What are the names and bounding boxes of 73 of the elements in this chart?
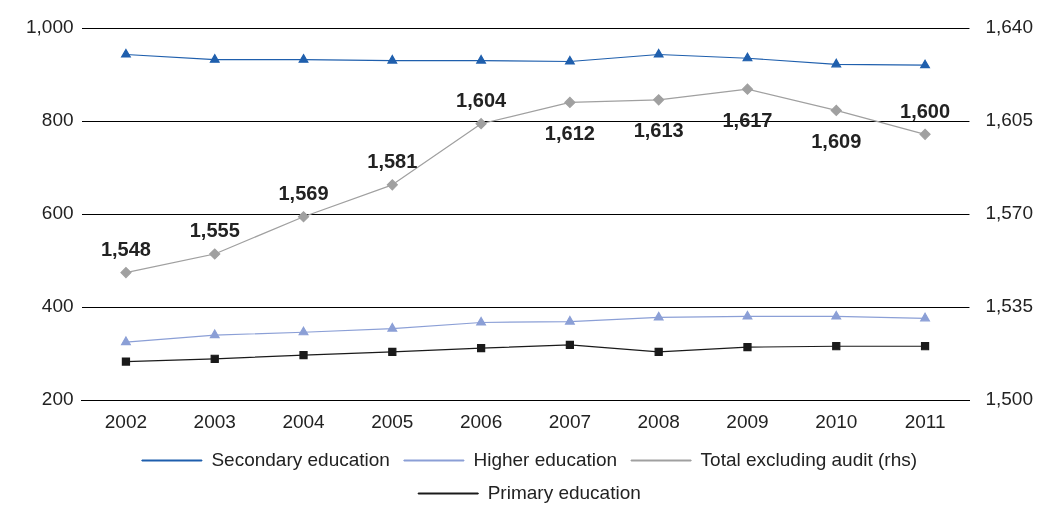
point (209, 248, 221, 260)
point (742, 310, 753, 320)
point (298, 54, 309, 63)
point (920, 342, 930, 351)
point (831, 310, 842, 320)
y2-tick-label: 1,605 (985, 109, 1033, 131)
point (476, 54, 487, 64)
y-tick-label: 800 (41, 109, 74, 131)
point (653, 94, 665, 106)
point (564, 55, 575, 65)
x-tick-label: 2011 (904, 410, 946, 432)
x-tick-label: 2002 (104, 410, 148, 432)
data-label: 1,569 (278, 182, 329, 205)
point (386, 179, 398, 191)
point (120, 266, 132, 279)
y2-tick-label: 1,570 (985, 202, 1033, 224)
point (475, 118, 487, 130)
legend-label: Higher education (473, 448, 618, 470)
y2-tick-label: 1,640 (985, 16, 1033, 38)
point (920, 312, 930, 322)
x-tick-label: 2003 (193, 410, 236, 432)
point (832, 342, 841, 351)
point (654, 347, 663, 356)
point (387, 322, 398, 332)
data-label: 1,609 (811, 129, 862, 152)
point (564, 315, 575, 325)
point (743, 343, 752, 352)
x-tick-label: 2008 (637, 410, 680, 432)
point (298, 326, 309, 336)
point (741, 83, 754, 95)
point (209, 54, 220, 63)
y-tick-label: 400 (41, 295, 74, 317)
point (920, 59, 930, 69)
point (388, 347, 397, 356)
x-tick-label: 2010 (815, 410, 858, 432)
point (476, 343, 486, 353)
point (297, 211, 310, 223)
point (653, 311, 664, 321)
data-label: 1,555 (189, 219, 240, 242)
y2-tick-label: 1,535 (985, 295, 1033, 317)
x-tick-label: 2006 (459, 410, 503, 432)
point (476, 316, 487, 326)
point (919, 128, 931, 140)
x-tick-label: 2007 (548, 410, 592, 432)
point (210, 354, 219, 363)
data-label: 1,548 (100, 238, 151, 261)
point (299, 350, 308, 360)
y-tick-label: 200 (41, 388, 74, 410)
legend-label: Secondary education (211, 448, 390, 470)
point (121, 48, 131, 58)
y-tick-label: 600 (41, 202, 74, 224)
point (565, 340, 575, 349)
legend-label: Total excluding audit (rhs) (700, 448, 918, 470)
point (830, 104, 842, 117)
point (121, 357, 131, 366)
y2-tick-label: 1,500 (985, 388, 1033, 410)
data-label: 1,600 (900, 99, 951, 122)
point (831, 58, 842, 68)
y-tick-label: 1,000 (26, 16, 74, 38)
data-label: 1,581 (367, 150, 418, 173)
x-tick-label: 2005 (371, 410, 414, 432)
point (121, 336, 131, 346)
point (564, 96, 576, 109)
x-tick-label: 2004 (282, 410, 326, 432)
data-label: 1,604 (456, 89, 507, 112)
point (742, 52, 753, 62)
point (387, 54, 398, 64)
data-label: 1,613 (633, 119, 684, 142)
x-tick-label: 2009 (726, 410, 769, 432)
point (209, 329, 220, 339)
point (653, 48, 664, 58)
legend-label: Primary education (487, 481, 641, 503)
data-label: 1,612 (544, 121, 595, 144)
